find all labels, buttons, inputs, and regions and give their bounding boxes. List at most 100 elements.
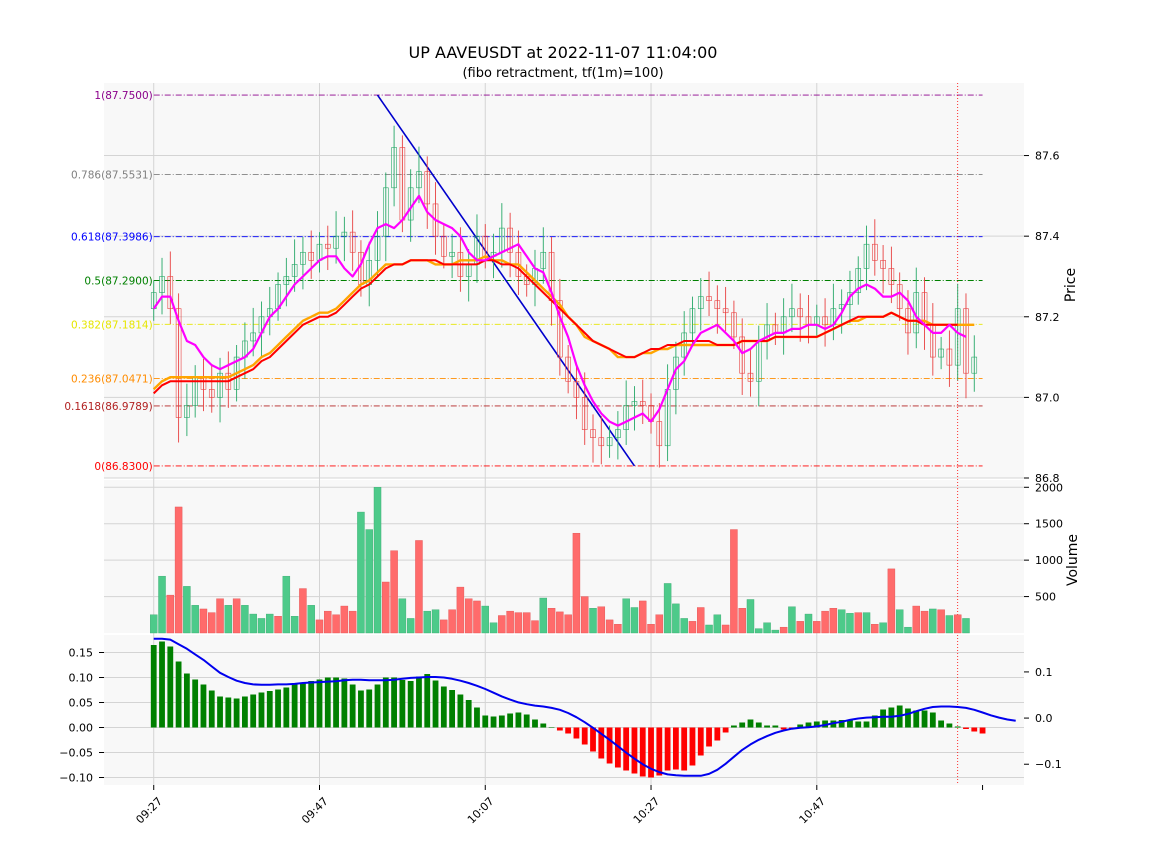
- volume-bar: [854, 612, 862, 634]
- price-tick-label: 87.6: [1035, 150, 1060, 163]
- macd-left-tick-label: 0.10: [69, 672, 94, 685]
- candle-body: [971, 356, 978, 374]
- macd-right-tick-label: 0.1: [1035, 666, 1053, 679]
- volume-bar: [315, 619, 324, 634]
- macd-histogram-bar: [946, 723, 953, 728]
- macd-histogram-bar: [780, 727, 787, 730]
- macd-histogram-bar: [689, 727, 696, 766]
- volume-bar: [622, 598, 630, 634]
- candle-body: [391, 147, 397, 189]
- candle-body: [291, 264, 298, 277]
- volume-bar: [150, 614, 158, 634]
- candle-body: [557, 300, 563, 358]
- price-tick-label: 86.8: [1035, 472, 1060, 485]
- price-tick-label: 87.2: [1035, 311, 1060, 324]
- macd-histogram-bar: [905, 708, 911, 728]
- candle-body: [507, 227, 513, 253]
- macd-histogram-bar: [382, 677, 389, 728]
- candle-body: [606, 437, 613, 447]
- candle-body: [963, 308, 969, 374]
- macd-histogram-bar: [424, 674, 431, 728]
- macd-histogram-bar: [697, 727, 704, 756]
- macd-histogram-bar: [929, 712, 936, 728]
- candle-body: [590, 429, 596, 438]
- macd-histogram-bar: [474, 707, 480, 728]
- macd-histogram-bar: [938, 720, 945, 728]
- volume-bar: [547, 608, 556, 634]
- volume-bar: [357, 511, 365, 634]
- macd-histogram-bar: [208, 690, 215, 728]
- macd-histogram-bar: [590, 727, 596, 752]
- volume-bar: [539, 597, 548, 634]
- macd-histogram-bar: [300, 682, 306, 728]
- volume-bar: [697, 607, 705, 634]
- volume-bar: [937, 609, 945, 634]
- macd-histogram-bar: [333, 677, 339, 728]
- macd-histogram-bar: [847, 719, 853, 728]
- macd-histogram-bar: [805, 722, 812, 728]
- volume-bar: [216, 598, 224, 634]
- macd-histogram-bar: [266, 691, 273, 728]
- volume-bar: [274, 616, 282, 634]
- macd-histogram-bar: [614, 727, 621, 768]
- macd-histogram-bar: [598, 727, 605, 759]
- macd-histogram-bar: [731, 725, 737, 728]
- macd-histogram-bar: [631, 727, 638, 774]
- macd-histogram-bar: [913, 710, 920, 728]
- macd-histogram-bar: [581, 727, 588, 745]
- macd-left-tick-label: 0.05: [69, 697, 94, 710]
- chart-subtitle: (fibo retractment, tf(1m)=100): [462, 66, 663, 81]
- candle-body: [731, 312, 737, 338]
- candle-body: [581, 397, 588, 430]
- volume-bar: [290, 616, 299, 634]
- macd-histogram-bar: [681, 727, 688, 771]
- volume-bar: [705, 624, 713, 634]
- volume-bar: [456, 586, 465, 634]
- fibo-level-label: 0.618(87.3986): [71, 232, 153, 244]
- macd-histogram-bar: [457, 694, 464, 728]
- x-tick-label: 09:27: [133, 795, 165, 827]
- volume-bar: [423, 610, 431, 634]
- volume-bar: [224, 605, 233, 634]
- macd-histogram-bar: [979, 727, 986, 734]
- macd-histogram-bar: [440, 686, 447, 728]
- volume-bar: [348, 610, 357, 634]
- macd-histogram-bar: [391, 677, 397, 728]
- volume-bar: [837, 609, 846, 634]
- volume-bar: [448, 609, 456, 634]
- macd-histogram-bar: [482, 715, 489, 728]
- volume-bar: [324, 610, 332, 634]
- fibo-level-label: 0.236(87.0471): [71, 373, 153, 385]
- volume-bar: [614, 624, 622, 634]
- volume-bar: [655, 614, 664, 634]
- candle-body: [689, 308, 696, 334]
- macd-histogram-bar: [233, 698, 240, 728]
- candle-body: [615, 429, 621, 438]
- volume-bar: [232, 598, 241, 634]
- macd-histogram-bar: [664, 727, 671, 771]
- macd-histogram-bar: [358, 690, 364, 728]
- candle-body: [573, 380, 580, 398]
- candle-body: [424, 171, 431, 205]
- candle-body: [739, 336, 745, 374]
- macd-histogram-bar: [954, 726, 961, 728]
- volume-bar: [498, 615, 506, 634]
- volume-bar: [730, 529, 738, 634]
- volume-bar: [390, 550, 398, 634]
- macd-histogram-bar: [407, 681, 414, 728]
- macd-left-tick-label: 0.15: [69, 647, 94, 660]
- macd-histogram-bar: [374, 684, 381, 728]
- macd-histogram-bar: [714, 727, 721, 741]
- price-axis-label: Price: [1063, 268, 1079, 302]
- macd-histogram-bar: [507, 713, 514, 728]
- macd-histogram-bar: [722, 727, 729, 733]
- macd-histogram-bar: [258, 692, 265, 728]
- volume-bar: [556, 611, 564, 634]
- candle-body: [250, 332, 256, 342]
- candle-body: [300, 251, 306, 265]
- candle-body: [333, 235, 339, 249]
- macd-histogram-bar: [523, 714, 530, 728]
- volume-bar: [663, 583, 672, 634]
- candle-body: [208, 389, 215, 398]
- macd-histogram-bar: [838, 720, 845, 728]
